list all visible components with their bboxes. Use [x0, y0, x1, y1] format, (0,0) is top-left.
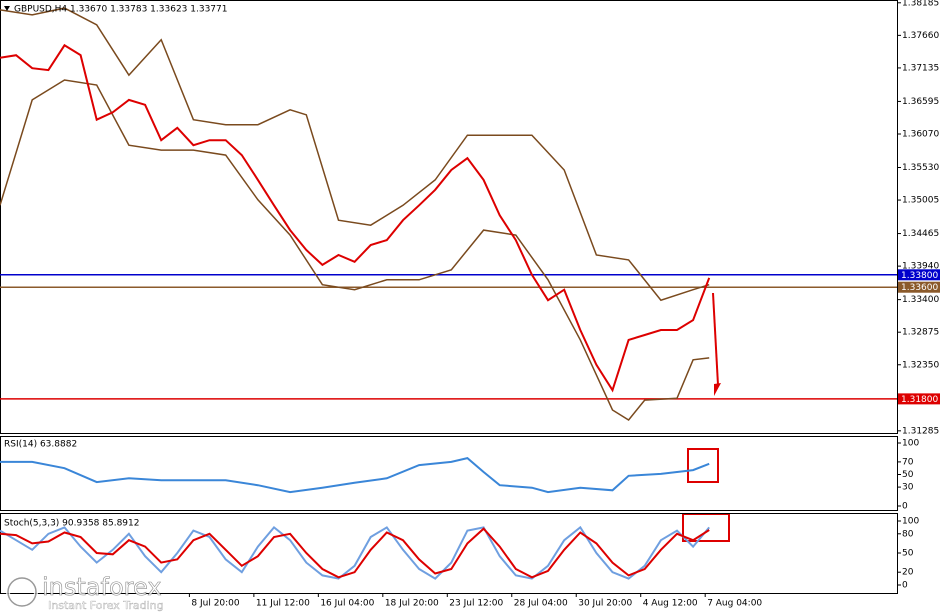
- series-line: [0, 525, 710, 580]
- series-line: [0, 457, 710, 494]
- y-tick-label: 80: [902, 529, 914, 539]
- panel-frame: [0, 0, 898, 434]
- y-tick-label: 1.32875: [902, 328, 939, 338]
- arrow: [712, 292, 719, 386]
- panel-title: RSI(14) 63.8882: [4, 440, 77, 450]
- x-tick-label: 8 Jul 20:00: [191, 599, 240, 609]
- y-tick-label: 0: [902, 502, 908, 512]
- y-tick-label: 50: [902, 470, 914, 480]
- y-tick-label: 1.34465: [902, 229, 939, 239]
- x-tick-label: 28 Jul 04:00: [514, 599, 568, 609]
- x-tick-label: 18 Jul 20:00: [385, 599, 439, 609]
- tagline: Instant Forex Trading: [48, 599, 164, 612]
- y-tick-label: 1.36595: [902, 97, 939, 107]
- level-label-box: [898, 281, 940, 293]
- level-label-box: [898, 269, 940, 281]
- y-tick-label: 1.31285: [902, 426, 939, 436]
- y-tick-label: 100: [902, 517, 919, 527]
- y-tick-label: 1.37135: [902, 63, 939, 73]
- level-label: 1.33800: [901, 271, 938, 281]
- series-line: [0, 79, 710, 421]
- watermark: instaforex Instant Forex Trading: [6, 573, 164, 612]
- y-tick-label: 1.32350: [902, 360, 939, 370]
- level-label: 1.31800: [901, 395, 938, 405]
- level-label: 1.33600: [901, 283, 938, 293]
- x-tick-label: 23 Jul 12:00: [449, 599, 503, 609]
- panel-title: Stoch(5,3,3) 90.9358 85.8912: [4, 519, 139, 529]
- y-tick-label: 1.36070: [902, 129, 939, 139]
- brand: instaforex: [42, 573, 162, 601]
- x-tick-label: 30 Jul 20:00: [578, 599, 632, 609]
- y-tick-label: 1.33940: [902, 262, 939, 272]
- series-line: [0, 43, 711, 393]
- x-tick-label: 16 Jul 04:00: [320, 599, 374, 609]
- y-tick-label: 1.33400: [902, 295, 939, 305]
- logo: [7, 577, 37, 607]
- x-tick-label: 4 Aug 12:00: [643, 599, 698, 609]
- series-line: [0, 7, 710, 302]
- level-label-box: [898, 393, 940, 405]
- x-tick-label: 11 Jul 12:00: [256, 599, 310, 609]
- y-tick-label: 30: [902, 483, 914, 493]
- panel-frame: [0, 436, 898, 511]
- highlight-box: [687, 448, 719, 483]
- y-tick-label: 70: [902, 457, 914, 467]
- y-tick-label: 1.35530: [902, 163, 939, 173]
- x-tick-label: 7 Aug 04:00: [707, 599, 762, 609]
- y-tick-label: 1.37660: [902, 31, 939, 41]
- arrow-head: [714, 383, 721, 396]
- y-tick-label: 100: [902, 439, 919, 449]
- y-tick-label: 1.35005: [902, 196, 939, 206]
- y-tick-label: 0: [902, 581, 908, 591]
- y-tick-label: 1.38185: [902, 0, 939, 8]
- y-tick-label: 50: [902, 549, 914, 559]
- panel-title: GBPUSD,H4 1.33670 1.33783 1.33623 1.3377…: [14, 5, 227, 15]
- title-icon: [4, 6, 10, 11]
- y-tick-label: 20: [902, 568, 914, 578]
- series-line: [0, 527, 710, 579]
